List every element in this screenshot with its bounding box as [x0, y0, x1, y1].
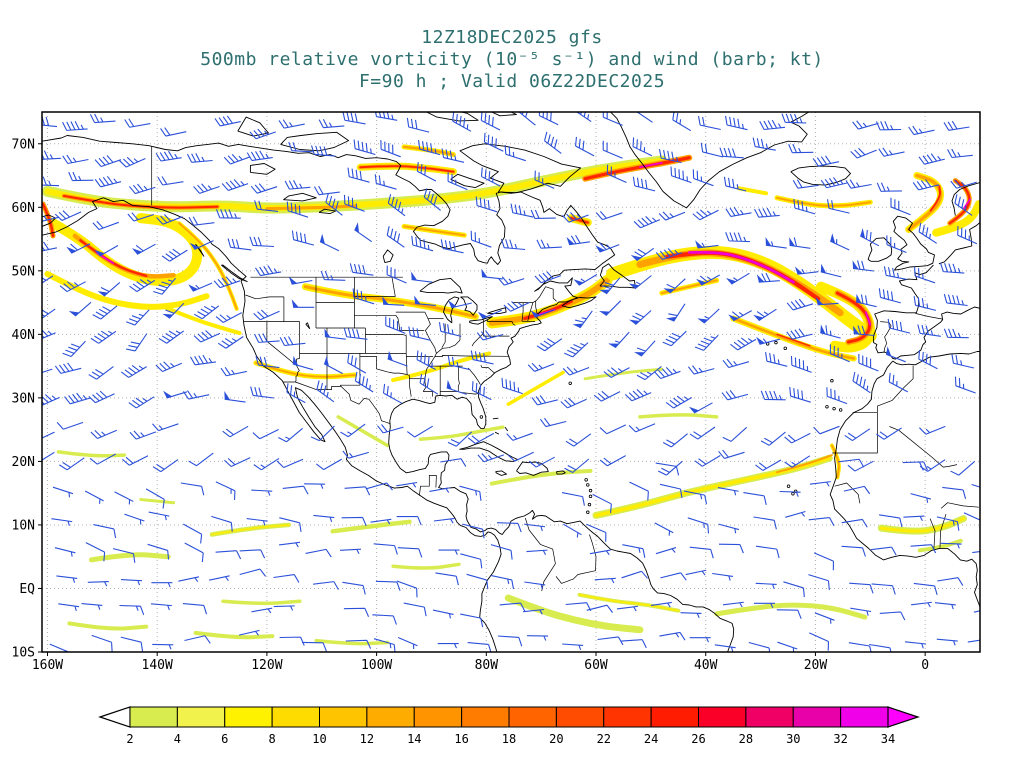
lon-tick-label: 0: [921, 658, 929, 673]
lon-tick-label: 60W: [584, 658, 608, 673]
lon-tick-label: 140W: [142, 658, 173, 673]
vorticity-layer: [42, 144, 980, 646]
colorbar-tick-label: 28: [739, 732, 753, 746]
colorbar-cell: [224, 706, 273, 728]
lat-tick-label: 50N: [12, 264, 35, 279]
colorbar-cell: [508, 706, 557, 728]
colorbar-tick-label: 12: [360, 732, 374, 746]
lon-tick-label: 20W: [804, 658, 828, 673]
colorbar-cell: [413, 706, 463, 728]
colorbar-cell: [319, 706, 368, 728]
colorbar-cell: [129, 706, 178, 728]
colorbar-tick-label: 6: [221, 732, 228, 746]
lat-tick-label: EQ: [19, 582, 35, 597]
lat-tick-label: 10N: [12, 518, 35, 533]
colorbar-cell: [698, 706, 747, 728]
colorbar-tick-label: 14: [407, 732, 421, 746]
lat-tick-label: 60N: [12, 201, 35, 216]
colorbar-tick-label: 26: [691, 732, 705, 746]
colorbar-tick-label: 22: [597, 732, 611, 746]
colorbar-tick-label: 34: [881, 732, 895, 746]
colorbar: 2 4 6 8 10 12 14 16 18 20 22 24 26 28 30 32 34: [98, 706, 920, 746]
map-frame: [38, 111, 981, 656]
chart-title-block: 12Z18DEC2025 gfs 500mb relative vorticit…: [0, 27, 1024, 93]
colorbar-cell: [745, 706, 794, 728]
lon-tick-label: 100W: [361, 658, 392, 673]
colorbar-cell: [792, 706, 842, 728]
lon-tick-label: 120W: [251, 658, 282, 673]
political-borders-layer: [151, 146, 979, 592]
lat-tick-label: 30N: [12, 391, 35, 406]
colorbar-cell: [176, 706, 226, 728]
lon-tick-label: 40W: [694, 658, 718, 673]
colorbar-tick-label: 4: [174, 732, 181, 746]
colorbar-tick-label: 8: [268, 732, 275, 746]
colorbar-over-arrow: [887, 706, 920, 728]
title-line-1: 12Z18DEC2025 gfs: [421, 27, 603, 48]
colorbar-tick-label: 30: [786, 732, 800, 746]
colorbar-tick-label: 24: [644, 732, 658, 746]
colorbar-tick-label: 18: [502, 732, 516, 746]
colorbar-cell: [603, 706, 652, 728]
colorbar-cell: [840, 706, 889, 728]
lon-tick-label: 160W: [32, 658, 63, 673]
colorbar-under-arrow: [98, 706, 131, 728]
colorbar-cell: [461, 706, 510, 728]
colorbar-tick-label: 16: [454, 732, 468, 746]
colorbar-tick-label: 20: [549, 732, 563, 746]
lat-tick-label: 70N: [12, 137, 35, 152]
colorbar-tick-label: 2: [126, 732, 133, 746]
lon-tick-label: 80W: [475, 658, 499, 673]
colorbar-tick-label: 32: [833, 732, 847, 746]
colorbar-tick-label: 10: [312, 732, 326, 746]
lat-tick-label: 20N: [12, 455, 35, 470]
lat-tick-label: 10S: [12, 646, 35, 661]
colorbar-cell: [555, 706, 605, 728]
lat-tick-label: 40N: [12, 328, 35, 343]
coastlines-layer: [42, 112, 980, 652]
wind-barbs-layer: [42, 112, 980, 652]
title-line-3: F=90 h ; Valid 06Z22DEC2025: [358, 71, 666, 92]
colorbar-cell: [271, 706, 321, 728]
colorbar-cell: [650, 706, 700, 728]
colorbar-cell: [366, 706, 415, 728]
title-line-2: 500mb relative vorticity (10⁻⁵ s⁻¹) and …: [200, 49, 824, 70]
